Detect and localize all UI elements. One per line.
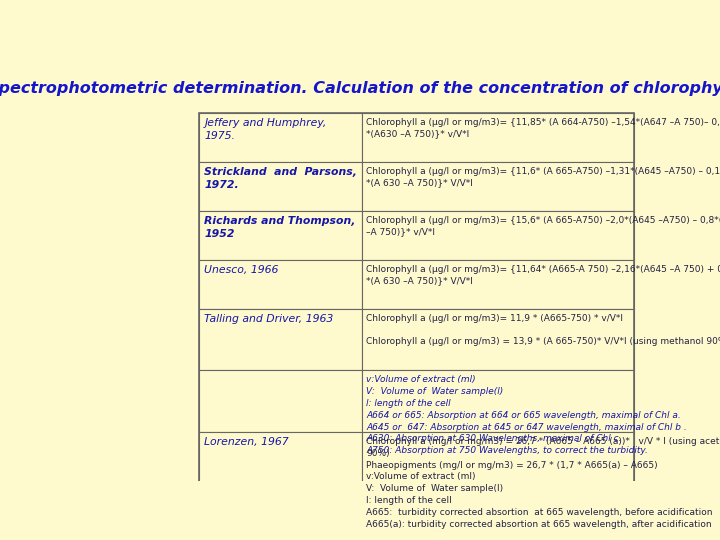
Bar bbox=[362, 309, 634, 370]
Bar bbox=[199, 260, 362, 309]
Text: Chlorophyll a (µg/l or mg/m3)= 11,9 * (A665-750) * v/V*l

Chlorophyll a (µg/l or: Chlorophyll a (µg/l or mg/m3)= 11,9 * (A… bbox=[366, 314, 720, 347]
Bar bbox=[362, 370, 634, 432]
Bar bbox=[199, 161, 362, 211]
Bar bbox=[199, 113, 362, 161]
Bar bbox=[362, 260, 634, 309]
Text: Chlorophyll a (µg/l or mg/m3)= {11,6* (A 665-A750) –1,31*(A645 –A750) – 0,14
*(A: Chlorophyll a (µg/l or mg/m3)= {11,6* (A… bbox=[366, 167, 720, 187]
Text: Lorenzen, 1967: Lorenzen, 1967 bbox=[204, 437, 289, 447]
Bar bbox=[199, 211, 362, 260]
Bar bbox=[362, 211, 634, 260]
Bar bbox=[362, 432, 634, 509]
Text: Chlorophyll a (µg/l or mg/m3)= {15,6* (A 665-A750) –2,0*(A645 –A750) – 0,8*(A630: Chlorophyll a (µg/l or mg/m3)= {15,6* (A… bbox=[366, 216, 720, 237]
Text: Chlorophyll a (µg/l or mg/m3)= {11,85* (A 664-A750) –1,54*(A647 –A 750)– 0,08
*(: Chlorophyll a (µg/l or mg/m3)= {11,85* (… bbox=[366, 118, 720, 138]
Text: Strickland  and  Parsons,
1972.: Strickland and Parsons, 1972. bbox=[204, 167, 357, 190]
Bar bbox=[199, 309, 362, 370]
Text: Talling and Driver, 1963: Talling and Driver, 1963 bbox=[204, 314, 333, 324]
Text: v:Volume of extract (ml)
V:  Volume of  Water sample(l)
l: length of the cell
A6: v:Volume of extract (ml) V: Volume of Wa… bbox=[366, 375, 687, 455]
Text: Chlorophyll a (µg/l or mg/m3)= {11,64* (A665-A 750) –2,16*(A645 –A 750) + 0,1
*(: Chlorophyll a (µg/l or mg/m3)= {11,64* (… bbox=[366, 265, 720, 286]
Bar bbox=[362, 113, 634, 161]
Text: Spectrophotometric determination. Calculation of the concentration of chlorophyl: Spectrophotometric determination. Calcul… bbox=[0, 82, 720, 97]
Bar bbox=[199, 370, 362, 432]
Text: Jeffery and Humphrey,
1975.: Jeffery and Humphrey, 1975. bbox=[204, 118, 327, 141]
Text: Richards and Thompson,
1952: Richards and Thompson, 1952 bbox=[204, 216, 356, 239]
Text: Chlorophyll a (mg/l or mg/m3) = 26,7 * (A665 – A665 (a))*   v/V * l (using aceto: Chlorophyll a (mg/l or mg/m3) = 26,7 * (… bbox=[366, 437, 720, 529]
Bar bbox=[199, 113, 634, 509]
Text: Unesco, 1966: Unesco, 1966 bbox=[204, 265, 279, 275]
Bar bbox=[199, 432, 362, 509]
Bar bbox=[362, 161, 634, 211]
